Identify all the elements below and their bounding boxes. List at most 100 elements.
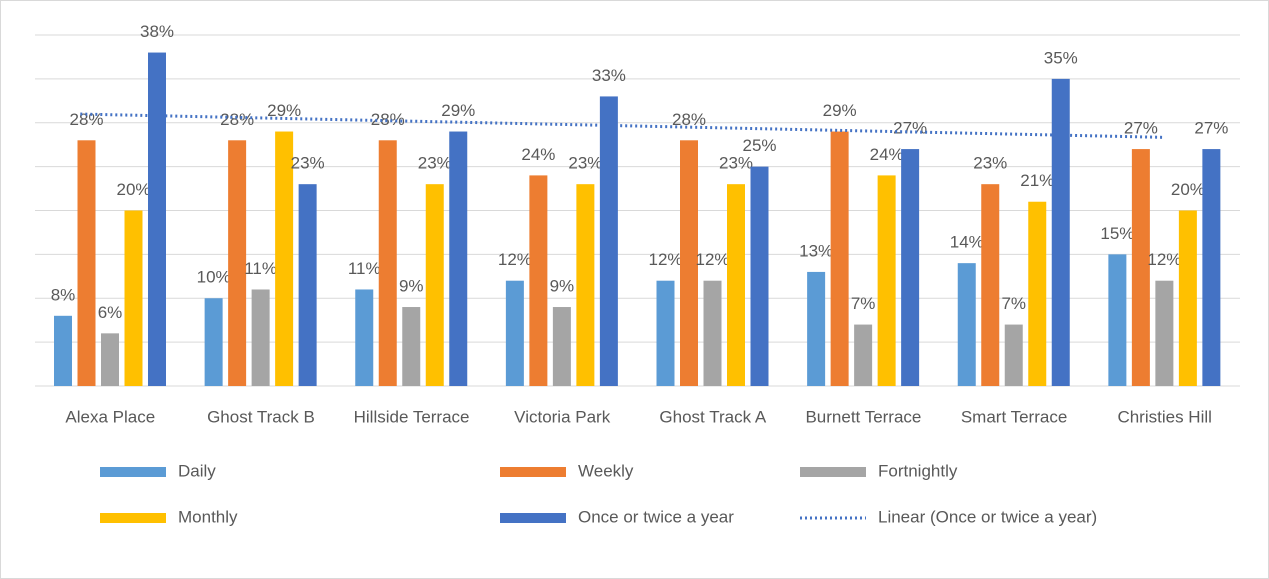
bar [703,280,722,386]
data-label: 9% [550,277,575,296]
legend-label: Linear (Once or twice a year) [878,507,1097,526]
data-label: 20% [116,180,150,199]
data-label: 24% [521,145,555,164]
bar [599,96,618,387]
data-label: 15% [1100,224,1134,243]
bar [425,184,444,386]
bar [576,184,595,386]
data-label: 12% [498,250,532,269]
legend-swatch [800,467,866,477]
bar [1202,149,1221,386]
bar [529,175,548,386]
data-label: 27% [1124,119,1158,138]
bar [680,140,698,386]
data-label: 38% [140,22,174,41]
data-label: 27% [893,119,927,138]
legend-swatch [500,513,566,523]
legend-label: Weekly [578,461,634,480]
bar [1028,201,1047,386]
bar [378,140,397,386]
bar [228,140,247,386]
data-label: 29% [441,101,475,120]
data-label: 28% [69,110,103,129]
bar [101,333,119,386]
data-label: 28% [672,110,706,129]
data-label: 29% [267,101,301,120]
bar [298,184,317,386]
legend-label: Daily [178,461,216,480]
data-label: 23% [291,154,325,173]
bar [830,131,849,386]
bar [957,263,976,386]
trendline [80,112,1165,139]
data-label: 7% [851,294,876,313]
data-label: 24% [870,145,904,164]
x-tick-label: Alexa Place [65,407,155,426]
bar [402,307,421,386]
bar [1051,78,1070,386]
bar [77,140,96,386]
data-label: 14% [950,233,984,252]
data-label: 29% [823,101,857,120]
legend-label: Monthly [178,507,238,526]
bar [148,52,166,387]
data-label: 12% [648,250,682,269]
data-label: 35% [1044,48,1078,67]
x-tick-label: Hillside Terrace [354,407,470,426]
bar [877,175,896,386]
bar [1131,149,1150,386]
bar [1178,210,1197,386]
data-label: 11% [244,259,277,278]
bar [1108,254,1127,386]
data-label: 33% [592,66,626,85]
data-label: 6% [98,303,123,322]
bar [854,324,873,386]
x-tick-label: Christies Hill [1117,407,1211,426]
bar [449,131,468,386]
bar [124,210,143,386]
x-tick-label: Victoria Park [514,407,611,426]
data-label: 28% [220,110,254,129]
legend-label: Once or twice a year [578,507,734,526]
bar [251,289,270,386]
bar [1155,280,1174,386]
data-label: 10% [197,268,231,287]
data-label: 9% [399,277,424,296]
x-tick-label: Smart Terrace [961,407,1067,426]
legend-swatch [500,467,566,477]
bar [807,271,826,386]
bar [505,280,524,386]
legend-swatch [100,513,166,523]
data-label: 25% [742,136,776,155]
data-label: 27% [1194,119,1228,138]
legend-swatch [100,467,166,477]
data-label: 23% [418,154,452,173]
bar [727,184,745,386]
bar [54,315,72,386]
bar [1004,324,1023,386]
data-label: 23% [973,154,1007,173]
bar [275,131,294,386]
data-label: 20% [1171,180,1205,199]
data-label: 12% [695,250,729,269]
x-tick-label: Burnett Terrace [805,407,921,426]
data-label: 23% [719,154,753,173]
bar [552,307,571,386]
data-label: 13% [799,241,833,260]
x-tick-label: Ghost Track A [659,407,766,426]
data-label: 21% [1020,171,1054,190]
bar [901,149,920,386]
data-label: 11% [348,259,381,278]
data-label: 7% [1001,294,1026,313]
bar [981,184,1000,386]
data-label: 12% [1147,250,1181,269]
legend-label: Fortnightly [878,461,958,480]
data-label: 8% [51,285,76,304]
data-label: 23% [568,154,602,173]
bar [656,280,675,386]
bar [750,166,769,386]
data-label: 28% [371,110,405,129]
bar [204,298,223,386]
